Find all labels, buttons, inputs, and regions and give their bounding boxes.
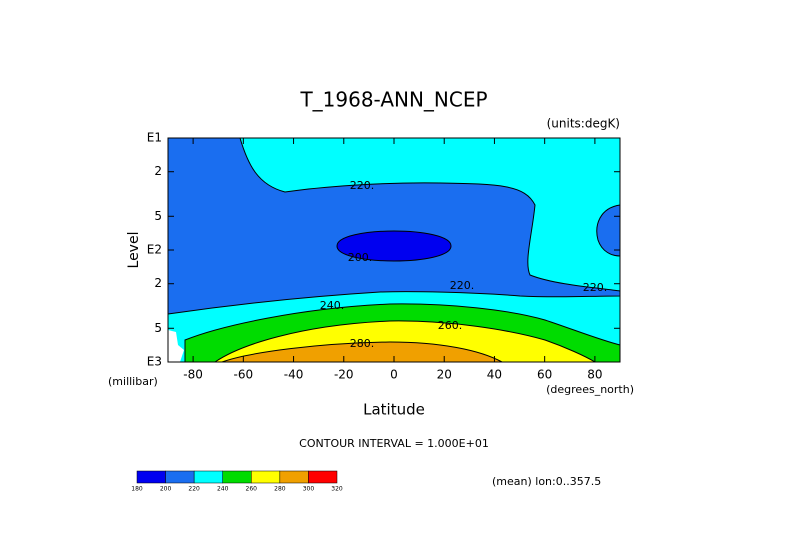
contour-label: 240. bbox=[320, 299, 345, 312]
y-tick-label: E2 bbox=[147, 243, 162, 257]
y-axis-label: Level bbox=[126, 232, 142, 269]
x-tick-label: -80 bbox=[183, 368, 203, 382]
y-tick-label: E1 bbox=[147, 131, 162, 145]
colorbar-box bbox=[251, 470, 281, 484]
y-tick-label: 5 bbox=[154, 321, 162, 335]
colorbar-label: 220 bbox=[188, 486, 200, 493]
x-tick-label: 20 bbox=[437, 368, 452, 382]
contour-label: 200. bbox=[348, 251, 373, 264]
y-tick-label: 2 bbox=[154, 164, 162, 178]
chart-title: T_1968-ANN_NCEP bbox=[299, 88, 487, 112]
x-tick-label: -60 bbox=[234, 368, 254, 382]
colorbar-label: 300 bbox=[303, 486, 315, 493]
contour-region bbox=[596, 204, 621, 257]
contour-label: 220. bbox=[350, 179, 375, 192]
y-tick-label: 2 bbox=[154, 276, 162, 290]
colorbar-label: 260 bbox=[246, 486, 258, 493]
colorbar-label: 200 bbox=[160, 486, 172, 493]
x-axis-label: Latitude bbox=[363, 401, 425, 419]
contour-label: 220. bbox=[583, 281, 608, 294]
x-tick-label: 40 bbox=[487, 368, 502, 382]
y-tick-label: 5 bbox=[154, 209, 162, 223]
contour-interval: CONTOUR INTERVAL = 1.000E+01 bbox=[299, 437, 489, 450]
x-tick-label: 80 bbox=[587, 368, 602, 382]
x-tick-label: 0 bbox=[390, 368, 398, 382]
contour-label: 220. bbox=[450, 279, 475, 292]
x-tick-label: 60 bbox=[537, 368, 552, 382]
x-tick-label: -20 bbox=[334, 368, 354, 382]
contour-label: 260. bbox=[438, 319, 463, 332]
colorbar-label: 240 bbox=[217, 486, 229, 493]
note: (mean) lon:0..357.5 bbox=[492, 475, 601, 488]
missing-area bbox=[168, 330, 184, 362]
colorbar-label: 280 bbox=[274, 486, 286, 493]
colorbar-box bbox=[193, 470, 223, 484]
colorbar-box bbox=[308, 470, 338, 484]
colorbar-box bbox=[279, 470, 309, 484]
colorbar-label: 180 bbox=[131, 486, 143, 493]
colorbar-box bbox=[222, 470, 252, 484]
colorbar-box bbox=[136, 470, 166, 484]
contour-label: 280. bbox=[350, 337, 375, 350]
contour-region bbox=[336, 230, 452, 262]
colorbar-box bbox=[165, 470, 195, 484]
contour-region bbox=[167, 137, 621, 315]
x-units: (degrees_north) bbox=[546, 383, 634, 396]
units: (units:degK) bbox=[547, 117, 620, 131]
y-tick-label: E3 bbox=[147, 355, 162, 369]
colorbar-label: 320 bbox=[331, 486, 343, 493]
x-tick-label: -40 bbox=[284, 368, 304, 382]
contour-region bbox=[221, 341, 503, 363]
y-units: (millibar) bbox=[108, 375, 158, 388]
